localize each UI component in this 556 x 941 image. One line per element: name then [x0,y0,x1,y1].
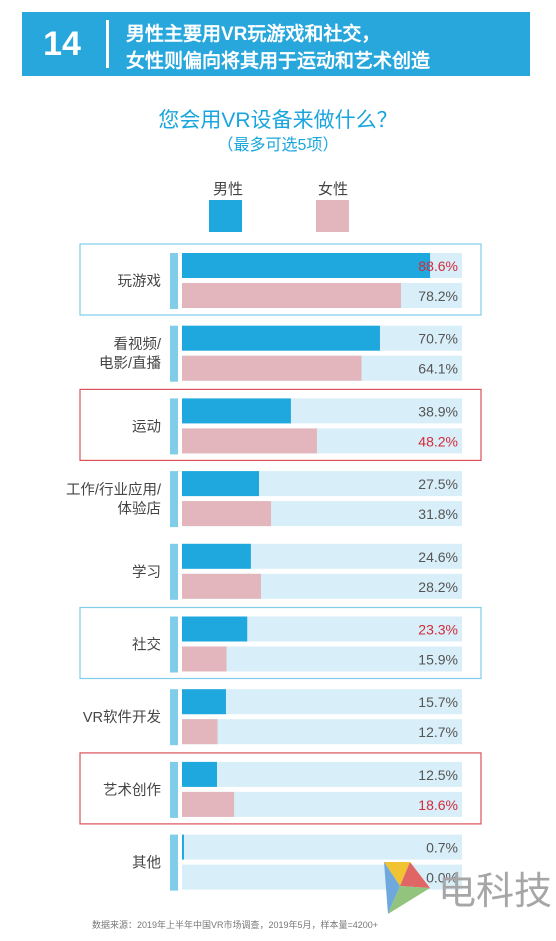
bar-female [182,355,362,381]
data-label-female: 64.1% [418,361,458,377]
data-label-female: 18.6% [418,797,458,813]
bar-male [182,761,217,787]
data-label-male: 27.5% [418,476,458,492]
category-label: 玩游戏 [118,273,162,290]
data-label-female: 15.9% [418,652,458,668]
category-strip [170,616,178,673]
bar-female [182,573,261,599]
legend-female-swatch [316,200,349,232]
header-title-line1: 男性主要用VR玩游戏和社交， [126,24,381,45]
bar-male [182,543,251,569]
data-label-male: 24.6% [418,549,458,565]
highlight-frame [79,752,482,825]
page-header: 14 男性主要用VR玩游戏和社交， 女性则偏向将其用于运动和艺术创造 [22,12,530,76]
data-label-male: 12.5% [418,767,458,783]
bar-male [182,253,431,278]
bar-female [182,719,218,745]
data-label-male: 0.7% [426,840,458,856]
category-label: 学习 [132,564,161,581]
data-label-female: 12.7% [418,724,458,740]
bar-track [182,689,462,715]
watermark-text: 电科技 [438,871,553,913]
category-strip [170,761,178,818]
data-label-male: 38.9% [418,403,458,419]
dianke-logo-icon [384,862,430,914]
data-label-female: 31.8% [418,506,458,522]
data-source-note: 数据来源：2019年上半年中国VR市场调查，2019年5月，样本量=4200+ [91,920,379,930]
data-label-female: 48.2% [418,433,458,449]
data-label-male: 23.3% [418,622,458,638]
legend-female-label: 女性 [318,181,349,198]
category-label: VR软件开发 [83,709,161,726]
category-label: 社交 [132,636,161,654]
category-strip [170,834,178,891]
bar-track [182,719,462,745]
bar-female [182,501,272,527]
data-label-male: 70.7% [418,331,458,347]
category-strip [170,398,178,455]
bar-female [182,791,235,817]
legend-male-label: 男性 [213,181,244,198]
header-divider [106,20,109,68]
highlight-frame [79,606,482,680]
legend-male-swatch [209,200,242,232]
highlight-frame [79,243,482,316]
bar-track [182,761,462,787]
bar-track [182,834,462,860]
category-strip [170,325,178,382]
category-label: 电影/直播 [99,355,162,372]
data-label-female: 78.2% [418,288,458,304]
category-label: 运动 [132,418,161,435]
category-label: 工作/行业应用/ [66,481,162,499]
category-strip [170,471,178,528]
bar-male [182,834,184,860]
data-label-female: 28.2% [418,579,458,595]
data-label-female: 0.0% [426,870,458,886]
data-label-male: 88.6% [418,258,458,274]
data-label-male: 15.7% [418,694,458,710]
category-strip [170,253,178,309]
bar-female [182,283,401,308]
bar-male [182,398,291,424]
chart-subtitle: （最多可选5项） [217,137,339,154]
category-label: 看视频/ [113,336,161,353]
header-title-line2: 女性则偏向将其用于运动和艺术创造 [126,51,431,72]
category-strip [170,543,178,600]
category-label: 体验店 [118,501,162,518]
bar-male [182,616,248,642]
section-number: 14 [43,24,81,63]
highlight-frame [79,388,482,461]
bar-male [182,325,380,351]
bar-female [182,428,317,454]
bar-male [182,689,226,715]
category-strip [170,689,178,746]
category-label: 其他 [132,855,161,872]
category-label: 艺术创作 [103,782,161,799]
bar-female [182,646,227,672]
chart-title: 您会用VR设备来做什么？ [158,109,398,132]
bar-male [182,471,259,497]
bar-track [182,646,462,672]
